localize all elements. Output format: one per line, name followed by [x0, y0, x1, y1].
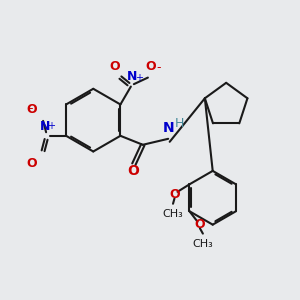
Text: CH₃: CH₃	[163, 209, 183, 219]
Text: +: +	[47, 121, 55, 131]
Text: O: O	[146, 60, 156, 73]
Text: -: -	[28, 102, 33, 116]
Text: O: O	[26, 157, 37, 170]
Text: H: H	[175, 117, 184, 130]
Text: O: O	[195, 218, 205, 231]
Text: N: N	[40, 120, 50, 133]
Text: CH₃: CH₃	[193, 239, 213, 249]
Text: O: O	[26, 103, 37, 116]
Text: N: N	[162, 121, 174, 135]
Text: O: O	[169, 188, 180, 201]
Text: O: O	[127, 164, 139, 178]
Text: +: +	[135, 73, 143, 83]
Text: -: -	[156, 61, 160, 74]
Text: O: O	[110, 60, 120, 73]
Text: N: N	[127, 70, 137, 83]
